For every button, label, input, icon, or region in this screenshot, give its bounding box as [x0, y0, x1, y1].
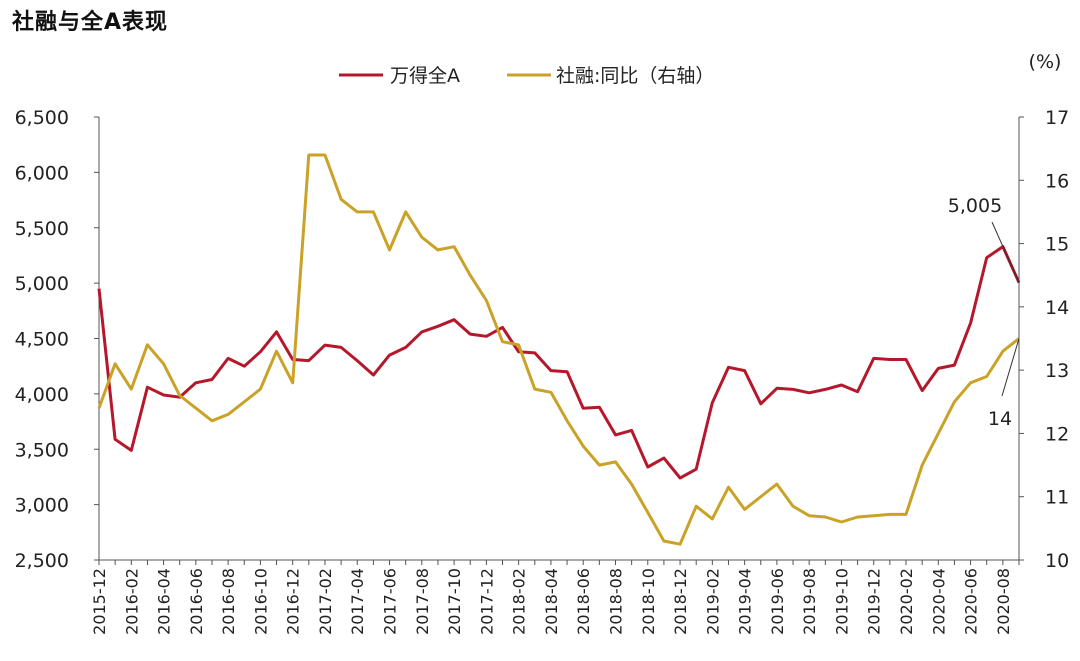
right-tick-label: 15 — [1045, 234, 1069, 256]
page-title: 社融与全A表现 — [12, 10, 169, 35]
right-tick-label: 11 — [1045, 487, 1069, 509]
x-tick-label: 2017-12 — [477, 568, 496, 635]
annotation-leader-social-financing — [1001, 338, 1020, 397]
legend-label-wind-all-a: 万得全A — [390, 65, 460, 87]
x-tick-label: 2016-10 — [251, 568, 270, 635]
right-tick-label: 10 — [1045, 550, 1069, 572]
x-tick-label: 2019-08 — [800, 568, 819, 635]
x-tick-label: 2018-10 — [639, 568, 658, 635]
left-tick-label: 2,500 — [15, 550, 69, 572]
x-tick-label: 2019-02 — [703, 568, 722, 635]
x-tick-label: 2016-08 — [219, 568, 238, 635]
annotation-label-wind-all-a: 5,005 — [948, 195, 1002, 217]
x-tick-label: 2016-02 — [122, 568, 141, 635]
annotation-label-social-financing: 14 — [988, 408, 1012, 430]
x-tick-label: 2020-06 — [962, 568, 981, 635]
right-tick-label: 16 — [1045, 170, 1069, 192]
social-financing-yoy-line — [97, 153, 1020, 546]
x-tick-label: 2016-04 — [155, 568, 174, 635]
x-tick-label: 2016-06 — [187, 568, 206, 635]
x-tick-label: 2018-04 — [542, 568, 561, 635]
x-tick-label: 2020-08 — [994, 568, 1013, 635]
x-tick-label: 2019-12 — [865, 568, 884, 635]
x-tick-label: 2019-04 — [736, 568, 755, 635]
right-tick-label: 17 — [1045, 107, 1069, 129]
x-tick-label: 2020-02 — [897, 568, 916, 635]
x-tick-label: 2017-08 — [413, 568, 432, 635]
x-tick-label: 2019-06 — [768, 568, 787, 635]
legend-label-social-financing: 社融:同比（右轴） — [556, 65, 714, 87]
x-tick-label: 2015-12 — [90, 568, 109, 635]
right-tick-label: 12 — [1045, 423, 1069, 445]
x-tick-label: 2018-02 — [510, 568, 529, 635]
x-tick-label: 2017-06 — [381, 568, 400, 635]
x-tick-label: 2018-08 — [606, 568, 625, 635]
x-tick-label: 2017-10 — [445, 568, 464, 635]
x-tick-label: 2020-04 — [929, 568, 948, 635]
x-tick-label: 2018-06 — [574, 568, 593, 635]
x-tick-label: 2017-02 — [316, 568, 335, 635]
left-tick-label: 5,000 — [15, 273, 69, 295]
left-tick-label: 3,500 — [15, 439, 69, 461]
right-tick-label: 14 — [1045, 297, 1069, 319]
x-tick-label: 2016-12 — [284, 568, 303, 635]
x-tick-label: 2019-10 — [832, 568, 851, 635]
x-tick-label: 2017-04 — [348, 568, 367, 635]
right-tick-label: 13 — [1045, 360, 1069, 382]
left-tick-label: 3,000 — [15, 495, 69, 517]
left-tick-label: 5,500 — [15, 218, 69, 240]
left-tick-label: 6,500 — [15, 107, 69, 129]
left-tick-label: 6,000 — [15, 162, 69, 184]
annotation-leader-wind-all-a — [991, 221, 1020, 283]
left-tick-label: 4,000 — [15, 384, 69, 406]
x-tick-label: 2018-12 — [671, 568, 690, 635]
wind-all-a-line — [97, 245, 1021, 480]
left-tick-label: 4,500 — [15, 329, 69, 351]
right-axis-unit: (%) — [1029, 51, 1062, 73]
